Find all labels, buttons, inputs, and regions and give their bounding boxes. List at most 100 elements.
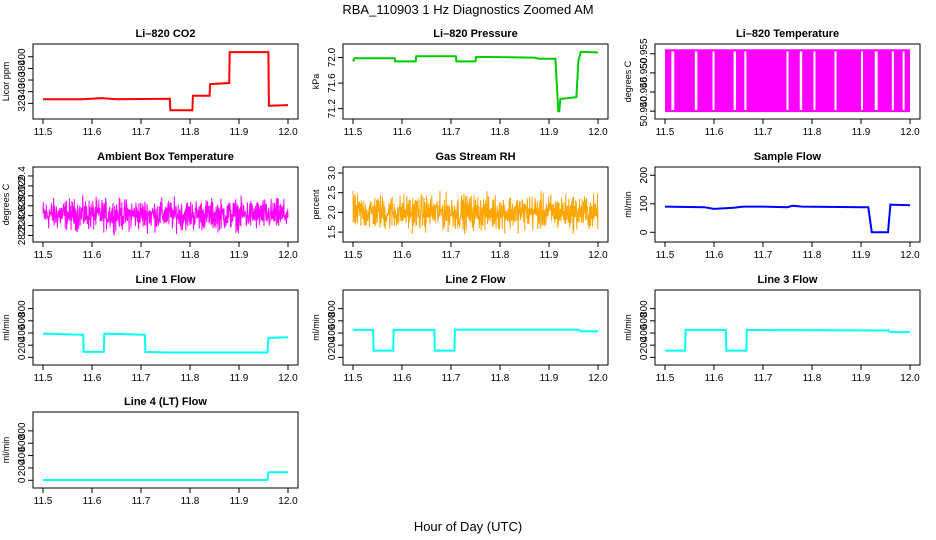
y-tick-label: 400	[17, 324, 28, 341]
plot-frame	[342, 43, 609, 120]
panel-title: Li–820 Pressure	[433, 28, 517, 40]
plot-frame	[32, 411, 299, 489]
plot-frame	[32, 166, 299, 243]
y-tick-label: 0	[639, 229, 650, 235]
y-axis-label: percent	[311, 189, 321, 220]
panel-title: Li–820 CO2	[136, 28, 196, 40]
x-tick-label: 11.5	[34, 373, 53, 384]
x-tick-label: 12.0	[278, 496, 298, 507]
panel-title: Line 1 Flow	[136, 274, 196, 286]
y-tick-label: 400	[639, 324, 650, 341]
x-tick-label: 11.9	[540, 250, 559, 261]
y-tick-label: 0	[639, 354, 650, 360]
figure-x-axis-label: Hour of Day (UTC)	[414, 519, 522, 534]
y-axis-label: ml/min	[623, 314, 633, 341]
x-tick-label: 11.9	[852, 373, 871, 384]
data-series-gap	[712, 51, 715, 111]
panel-7: Line 1 Flow ml/min 11.5 11.6 11.7 11.8 11.9 12.…	[1, 274, 299, 384]
x-tick-label: 11.8	[491, 127, 510, 138]
x-tick-label: 11.7	[442, 373, 461, 384]
y-tick-label: 50.950	[639, 57, 650, 88]
y-tick-label: 360	[17, 71, 28, 88]
y-tick-label: 28.6	[17, 205, 28, 225]
y-tick-label: 0	[17, 354, 28, 360]
x-tick-label: 11.7	[442, 250, 461, 261]
y-tick-label: 600	[17, 434, 28, 451]
x-tick-label: 11.9	[540, 373, 559, 384]
data-series-gap	[786, 51, 789, 111]
y-tick-label: 2.5	[327, 185, 338, 199]
data-series-line	[43, 51, 289, 112]
panel-title: Ambient Box Temperature	[97, 151, 234, 163]
y-tick-label: 200	[17, 459, 28, 476]
x-tick-label: 11.8	[181, 250, 200, 261]
x-tick-label: 11.9	[540, 127, 559, 138]
data-series-line	[664, 203, 911, 234]
panel-3: Li–820 Temperature degrees C 11.5 11.6 11.7 1…	[623, 28, 921, 138]
y-tick-label: 400	[17, 447, 28, 464]
y-tick-label: 71.2	[327, 98, 338, 118]
y-tick-label: 1.5	[327, 225, 338, 239]
panel-2: Li–820 Pressure kPa 11.5 11.6 11.7 11.8 11.9 12…	[311, 28, 609, 138]
x-tick-label: 11.7	[132, 250, 151, 261]
plot-frame	[342, 166, 609, 243]
x-tick-label: 12.0	[900, 373, 920, 384]
x-tick-label: 11.8	[491, 250, 510, 261]
x-tick-label: 11.6	[705, 373, 724, 384]
x-tick-label: 11.8	[491, 373, 510, 384]
x-tick-label: 11.6	[393, 250, 412, 261]
x-tick-label: 11.7	[132, 373, 151, 384]
x-tick-label: 12.0	[900, 250, 920, 261]
x-tick-label: 11.9	[852, 127, 871, 138]
panel-6: Sample Flow ml/min 11.5 11.6 11.7 11.8 11.9 12.…	[623, 151, 921, 261]
y-axis-label: ml/min	[1, 314, 11, 341]
plot-frame	[654, 43, 921, 120]
y-axis-label: ml/min	[311, 314, 321, 341]
x-tick-label: 12.0	[588, 250, 608, 261]
x-tick-label: 11.7	[754, 127, 773, 138]
x-tick-label: 11.8	[181, 496, 200, 507]
y-tick-label: 29.0	[17, 186, 28, 206]
y-tick-label: 600	[639, 312, 650, 329]
data-series-line	[42, 332, 289, 354]
panel-title: Li–820 Temperature	[736, 28, 839, 40]
plot-frame	[342, 289, 609, 366]
x-tick-label: 11.5	[34, 496, 53, 507]
plot-frame	[32, 289, 299, 366]
x-tick-label: 11.5	[34, 127, 53, 138]
y-tick-label: 800	[639, 300, 650, 317]
data-series-gap	[813, 51, 816, 111]
x-tick-label: 11.9	[230, 127, 249, 138]
x-tick-label: 11.6	[393, 373, 412, 384]
y-tick-label: 200	[327, 336, 338, 353]
x-tick-label: 12.0	[588, 373, 608, 384]
x-tick-label: 12.0	[278, 127, 298, 138]
y-tick-label: 320	[17, 95, 28, 112]
y-tick-label: 50.940	[639, 95, 650, 126]
y-tick-label: 3.0	[327, 166, 338, 180]
y-tick-label: 2.0	[327, 205, 338, 219]
data-series-gap	[891, 51, 894, 111]
data-series-gap	[799, 51, 803, 111]
y-tick-label: 400	[17, 48, 28, 65]
data-series-gap	[834, 51, 837, 111]
y-axis-label: kPa	[311, 74, 321, 90]
panel-9: Line 3 Flow ml/min 11.5 11.6 11.7 11.8 11.9 12.…	[623, 274, 921, 384]
data-series-line	[352, 50, 599, 113]
x-tick-label: 11.7	[754, 250, 773, 261]
y-axis-label: ml/min	[623, 191, 633, 218]
x-tick-label: 11.8	[803, 250, 822, 261]
y-tick-label: 600	[327, 312, 338, 329]
data-series-gap	[671, 51, 675, 111]
x-tick-label: 12.0	[278, 250, 298, 261]
y-axis-label: Licor ppm	[1, 62, 11, 102]
y-tick-label: 29.2	[17, 176, 28, 196]
y-axis-label: ml/min	[1, 437, 11, 464]
y-tick-label: 0	[17, 477, 28, 483]
x-tick-label: 11.5	[656, 127, 675, 138]
x-tick-label: 11.9	[230, 250, 249, 261]
y-tick-label: 800	[327, 300, 338, 317]
y-tick-label: 28.8	[17, 196, 28, 216]
x-tick-label: 11.8	[803, 373, 822, 384]
y-tick-label: 200	[17, 336, 28, 353]
